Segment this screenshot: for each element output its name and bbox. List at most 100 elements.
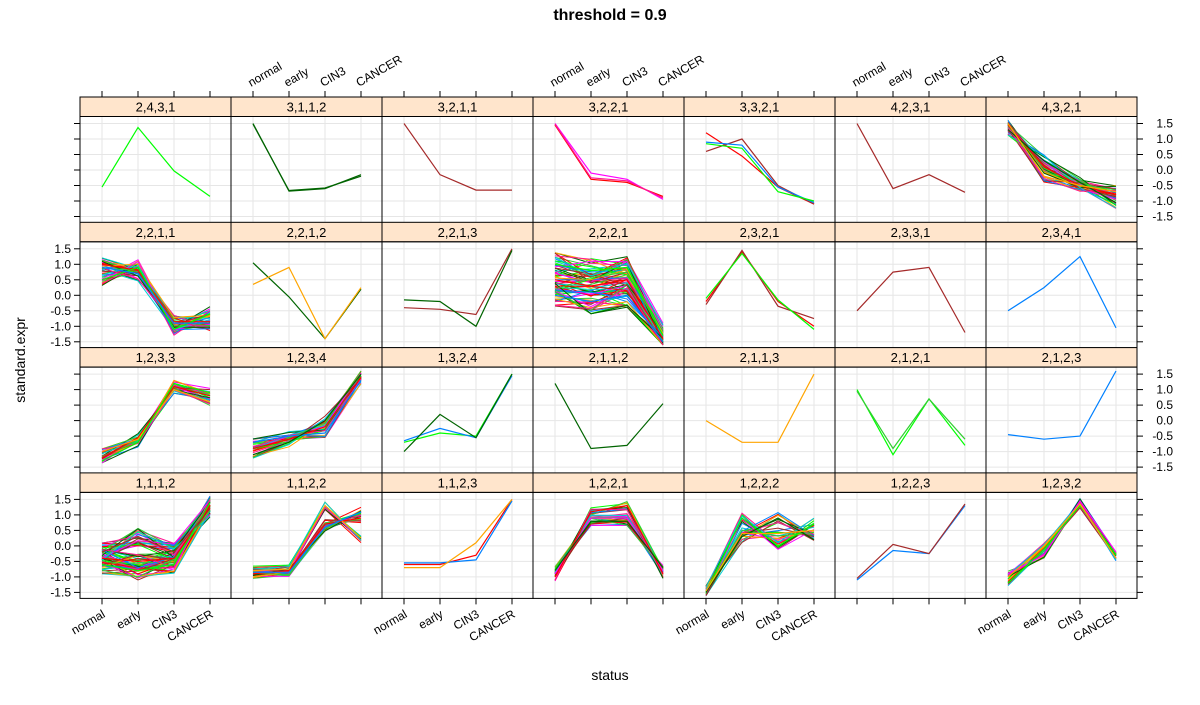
series-line [1007, 127, 1117, 192]
strip-label: 1,3,2,4 [438, 350, 478, 365]
strip-label: 1,2,3,2 [1042, 475, 1082, 490]
series-line [705, 141, 815, 204]
series-line [252, 266, 362, 340]
y-tick-label: 0.0 [54, 288, 71, 302]
panel: 2,1,2,3 -1.5-1.0 -0.50.0 0.51.0 1.5 [985, 347, 1173, 474]
strip-label: 2,3,4,1 [1042, 225, 1082, 240]
series-line [705, 529, 815, 592]
series-line [253, 511, 362, 573]
x-tick-label: CANCER [354, 52, 405, 90]
panel: 2,2,2,1 [532, 221, 685, 349]
y-tick-label: -1.0 [50, 570, 71, 584]
strip-label: 3,2,1,1 [438, 100, 478, 115]
series-line [101, 502, 211, 572]
series-line [101, 505, 211, 573]
panel: 2,1,2,1 [834, 347, 987, 474]
strip-label: 2,1,1,3 [740, 350, 780, 365]
series-line [403, 250, 513, 328]
y-tick-label: 0.5 [54, 273, 71, 287]
x-tick-label: early [114, 607, 144, 632]
series-line [403, 248, 513, 316]
y-tick-label: 1.0 [1156, 383, 1173, 397]
series-line [1007, 129, 1117, 190]
x-tick-label: normal [69, 607, 108, 637]
series-line [554, 298, 664, 346]
x-tick-label: CIN3 [620, 64, 651, 90]
y-tick-label: 0.0 [1156, 414, 1173, 428]
series-line [554, 289, 664, 346]
strip-label: 2,3,3,1 [891, 225, 931, 240]
x-tick-label: normal [371, 607, 410, 637]
panel: 2,2,1,3 [381, 221, 534, 349]
x-tick-label: normal [673, 607, 712, 637]
series-line [101, 510, 211, 577]
panel: 1,2,3,4 [230, 347, 383, 474]
series-line [856, 389, 966, 456]
series-line [101, 508, 211, 577]
y-tick-label: -1.0 [1152, 445, 1173, 459]
series-line [252, 123, 362, 192]
series-line [705, 373, 815, 443]
x-tick-label: early [416, 607, 446, 632]
series-line [101, 257, 211, 319]
x-tick-label: CANCER [958, 52, 1009, 90]
series-line [554, 517, 664, 570]
y-tick-label: 1.0 [54, 257, 71, 271]
panel: 3,3,2,1 [683, 91, 836, 223]
series-line [705, 517, 815, 593]
series-line [856, 266, 966, 333]
series-line [1007, 129, 1117, 204]
series-line [252, 373, 362, 456]
series-line [101, 505, 211, 563]
y-tick-label: -1.5 [50, 335, 71, 349]
x-tick-label: early [718, 607, 748, 632]
x-tick-label: normal [975, 607, 1014, 637]
series-line [705, 515, 815, 588]
strip-label: 3,3,2,1 [740, 100, 780, 115]
panel: 2,4,3,1 [74, 91, 232, 223]
series-line [554, 294, 664, 343]
series-line [705, 132, 815, 205]
series-line [705, 143, 815, 202]
series-line [554, 279, 664, 340]
x-tick-label: CIN3 [318, 64, 349, 90]
x-tick-label: normal [850, 59, 889, 89]
y-tick-label: 1.5 [1156, 367, 1173, 381]
strip-label: 1,1,2,2 [287, 475, 327, 490]
strip-label: 4,3,2,1 [1042, 100, 1082, 115]
series-line [554, 256, 664, 326]
panel: 1,3,2,4 [381, 347, 534, 474]
y-tick-label: 0.5 [54, 523, 71, 537]
x-tick-label: CIN3 [922, 64, 953, 90]
series-line [404, 500, 513, 564]
strip-label: 2,1,1,2 [589, 350, 629, 365]
y-tick-label: 0.0 [54, 539, 71, 553]
strip-label: 4,2,3,1 [891, 100, 931, 115]
y-tick-label: 1.5 [54, 492, 71, 506]
strip-label: 1,1,1,2 [136, 475, 176, 490]
x-tick-label: early [1020, 607, 1050, 632]
series-line [403, 123, 512, 191]
series-line [856, 390, 966, 450]
series-line [554, 123, 664, 199]
series-line [101, 499, 211, 559]
series-line [705, 249, 815, 320]
strip-label: 2,2,1,1 [136, 225, 176, 240]
series-line [856, 123, 966, 193]
series-line [856, 503, 966, 579]
y-tick-label: 0.5 [1156, 148, 1173, 162]
series-line [1007, 503, 1117, 578]
panel: 1,2,3,3 [74, 347, 232, 474]
panel: 2,1,1,2 [532, 347, 685, 474]
y-tick-label: -1.5 [1152, 210, 1173, 224]
panel: 4,3,2,1 -1.5 -1.0-0.5 0.00.5 1.01.5 [985, 91, 1173, 224]
panel: 2,3,2,1 [683, 221, 836, 349]
panel: 1,1,2,2 [230, 472, 383, 605]
series-line [554, 504, 664, 578]
strip-label: 2,4,3,1 [136, 100, 176, 115]
y-tick-label: -0.5 [1152, 429, 1173, 443]
strip-label: 1,2,3,3 [136, 350, 176, 365]
